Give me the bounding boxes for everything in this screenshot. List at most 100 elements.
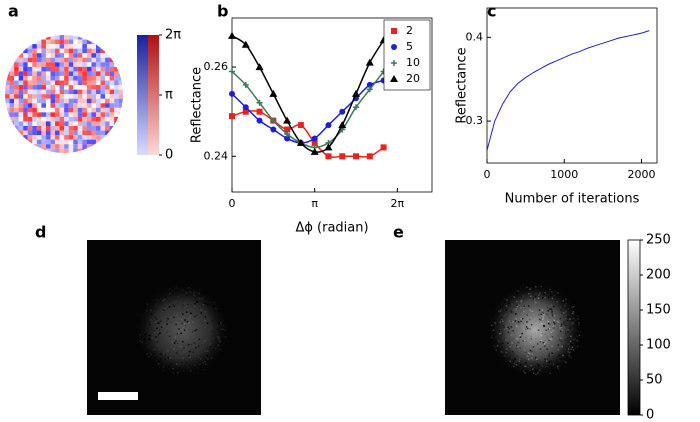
speckle: [566, 337, 569, 340]
speckle: [510, 326, 513, 328]
pixel: [64, 62, 69, 67]
speckle: [556, 348, 558, 350]
speckle: [518, 360, 521, 362]
speckle: [202, 359, 204, 361]
pixel: [50, 89, 56, 95]
pixel: [14, 53, 19, 58]
pixel: [5, 85, 10, 90]
pixel: [77, 112, 83, 117]
speckle: [515, 318, 517, 320]
pixel: [45, 75, 51, 81]
pixel: [100, 80, 106, 86]
speckle: [508, 300, 510, 303]
pixel: [68, 71, 74, 76]
pixel: [100, 130, 106, 136]
marker: [352, 89, 360, 97]
pixel: [91, 39, 97, 45]
pixel: [27, 139, 33, 145]
speckle: [575, 333, 578, 335]
pixel: [50, 48, 56, 54]
speckle: [516, 300, 518, 303]
pixel: [59, 112, 65, 117]
speckle: [167, 350, 169, 352]
speckle: [563, 312, 565, 314]
speckle: [559, 306, 562, 308]
marker: [366, 153, 373, 160]
marker: [229, 113, 235, 120]
speckle: [508, 327, 511, 330]
pixel: [27, 130, 33, 136]
pixel: [18, 103, 24, 108]
speckle: [512, 330, 515, 332]
pixel: [23, 48, 28, 54]
pixel: [86, 57, 92, 63]
speckle: [532, 372, 535, 374]
pixel: [18, 35, 24, 40]
pixel: [32, 148, 37, 153]
speckle: [561, 345, 563, 348]
pixel: [82, 53, 87, 58]
pixel: [32, 80, 37, 86]
speckle: [526, 286, 528, 288]
speckle: [500, 350, 503, 353]
pixel: [77, 107, 83, 113]
pixel: [9, 126, 15, 131]
pixel: [77, 62, 83, 67]
speckle: [520, 307, 522, 309]
speckle: [168, 335, 171, 338]
pixel: [45, 80, 51, 86]
pixel: [64, 116, 69, 122]
speckle: [169, 357, 171, 359]
speckle: [557, 348, 560, 351]
speckle: [560, 366, 562, 368]
pixel: [91, 35, 97, 40]
pixel: [32, 98, 37, 104]
speckle: [508, 302, 510, 304]
pixel: [41, 121, 46, 127]
pixel: [105, 98, 110, 104]
pixel: [14, 89, 19, 95]
colorbar-red: [148, 35, 159, 155]
speckle: [536, 286, 539, 289]
speckle: [551, 291, 553, 293]
colorbar-label: 2π: [165, 28, 181, 43]
speckle: [522, 310, 525, 313]
pixel: [118, 126, 123, 131]
pixel: [32, 53, 37, 58]
speckle: [548, 322, 551, 324]
pixel: [18, 57, 24, 63]
speckle: [544, 345, 546, 347]
speckle: [565, 314, 568, 316]
series-line: [486, 30, 650, 151]
pixel: [45, 126, 51, 131]
pixel: [23, 130, 28, 136]
pixel: [59, 35, 65, 40]
pixel: [105, 107, 110, 113]
speckle: [519, 336, 522, 338]
speckle: [550, 289, 552, 292]
pixel: [14, 85, 19, 90]
speckle: [218, 322, 221, 324]
pixel: [5, 139, 10, 145]
pixel: [100, 116, 106, 122]
speckle: [522, 370, 525, 372]
speckle: [195, 336, 198, 339]
speckle: [209, 346, 212, 348]
speckle: [176, 333, 179, 335]
marker: [325, 122, 332, 129]
speckle: [569, 318, 571, 320]
pixel: [77, 139, 83, 145]
speckle: [176, 302, 179, 305]
pixel: [82, 39, 87, 45]
speckle: [565, 311, 567, 313]
speckle: [561, 344, 564, 347]
speckle: [158, 351, 161, 354]
pixel: [14, 35, 19, 40]
pixel: [82, 144, 87, 149]
pixel: [68, 35, 74, 40]
pixel: [109, 116, 115, 122]
speckle: [495, 349, 497, 351]
pixel: [114, 48, 119, 54]
speckle: [530, 364, 532, 367]
pixel: [91, 135, 97, 140]
